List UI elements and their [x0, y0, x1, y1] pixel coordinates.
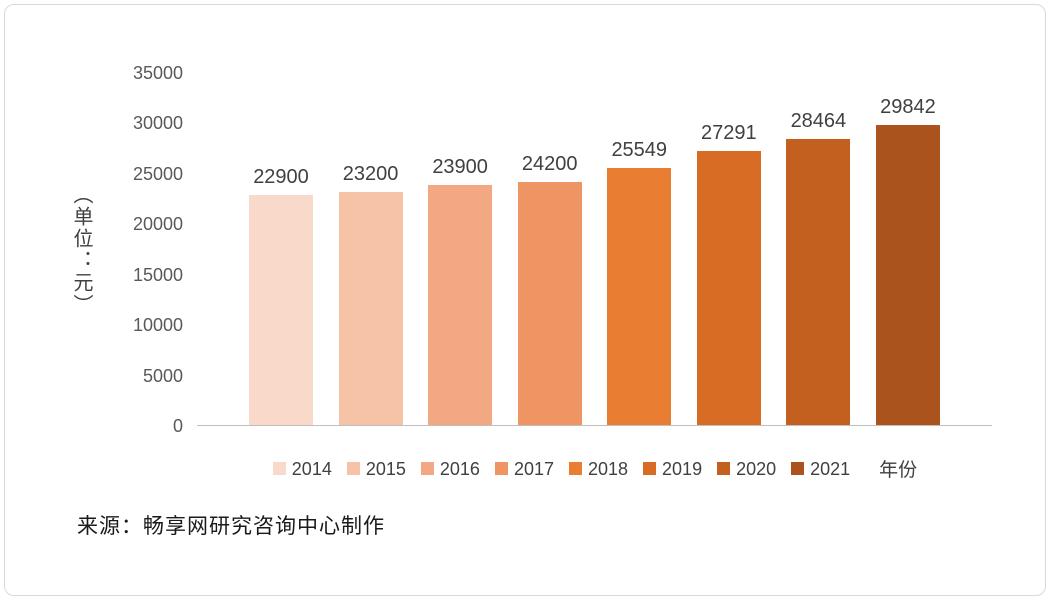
bar-slot-2015: 23200	[338, 73, 403, 425]
plot-area: 22900 23200 23900 24200 25549 27291 28464 29842	[197, 73, 992, 426]
y-tick-label: 10000	[132, 315, 183, 336]
y-tick-label: 5000	[142, 365, 183, 386]
legend-label: 2015	[365, 458, 406, 479]
legend-item-2021: 2021	[791, 457, 850, 481]
legend-label: 2016	[439, 458, 480, 479]
legend-label: 2020	[736, 458, 777, 479]
bar-slot-2020: 28464	[786, 73, 851, 425]
legend-item-2016: 2016	[420, 457, 480, 481]
bar-slot-2019: 27291	[696, 73, 761, 425]
y-tick-label: 15000	[132, 264, 183, 285]
bar-slot-2014: 22900	[249, 73, 313, 425]
legend-swatch-icon	[494, 462, 508, 475]
x-axis-title: 年份	[879, 460, 918, 481]
bar-2017	[517, 181, 582, 425]
legend-item-2014: 2014	[272, 457, 332, 481]
legend-swatch-icon	[420, 462, 434, 475]
legend-label: 2018	[587, 458, 629, 479]
bar-value-label: 29842	[880, 95, 936, 118]
source-text: 来源：畅享网研究咨询中心制作	[77, 515, 385, 538]
legend-label: 2021	[810, 458, 851, 479]
legend-label: 2014	[291, 458, 332, 479]
legend-item-2020: 2020	[717, 457, 776, 481]
bar-value-label: 28464	[790, 109, 847, 132]
bar-2021	[875, 124, 940, 425]
bar-slot-2018: 25549	[607, 73, 672, 425]
bar-2020	[786, 138, 851, 425]
legend-label: 2017	[513, 458, 554, 479]
legend-item-2018: 2018	[568, 457, 629, 481]
legend-swatch-icon	[568, 462, 582, 475]
legend-swatch-icon	[643, 462, 657, 475]
bar-value-label: 22900	[253, 165, 309, 188]
chart-frame: （单位：元） 0 5000 10000 15000 20000 25000 30000 350…	[4, 4, 1046, 596]
y-axis-tick-labels: 0 5000 10000 15000 20000 25000 30000 35000	[115, 62, 183, 437]
legend-swatch-icon	[791, 462, 805, 475]
bar-slot-2021: 29842	[875, 73, 940, 425]
y-tick-label: 30000	[132, 113, 183, 134]
legend-swatch-icon	[272, 462, 286, 475]
bar-2014	[249, 194, 313, 425]
bar-slot-2016: 23900	[428, 73, 493, 425]
legend-swatch-icon	[346, 462, 360, 475]
bar-2015	[338, 191, 403, 425]
legend: 2014 2015 2016 2017 2018 2019 2020 2021	[272, 457, 850, 481]
y-tick-label: 35000	[132, 63, 183, 83]
y-axis-title: （单位：元）	[70, 183, 92, 316]
legend-item-2015: 2015	[346, 457, 406, 481]
bar-slot-2017: 24200	[517, 73, 582, 425]
bar-2019	[696, 150, 761, 425]
legend-swatch-icon	[717, 462, 731, 475]
y-tick-label: 20000	[132, 214, 183, 235]
y-tick-label: 25000	[132, 163, 183, 184]
legend-row: 2014 2015 2016 2017 2018 2019 2020 2021 年份	[185, 455, 1005, 482]
bar-value-label: 24200	[521, 152, 578, 175]
legend-label: 2019	[662, 458, 703, 479]
bar-value-label: 27291	[701, 121, 757, 144]
y-tick-label: 0	[172, 415, 183, 436]
bar-value-label: 25549	[611, 139, 668, 162]
bar-value-label: 23900	[432, 155, 488, 178]
bar-2018	[607, 168, 672, 425]
legend-item-2019: 2019	[643, 457, 702, 481]
bar-value-label: 23200	[342, 162, 399, 185]
legend-item-2017: 2017	[494, 457, 554, 481]
bar-2016	[428, 184, 493, 425]
